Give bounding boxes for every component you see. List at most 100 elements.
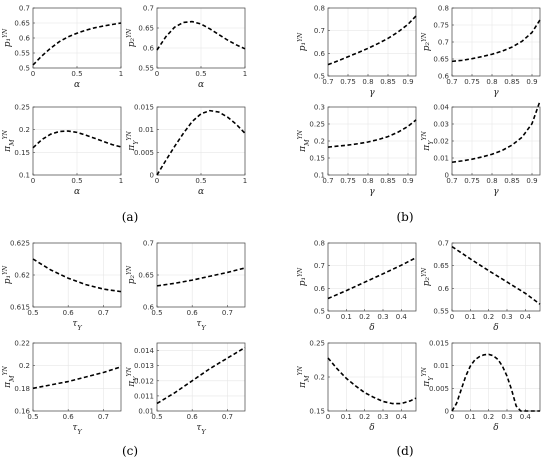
x-axis-label: τY xyxy=(72,423,82,436)
x-tick-label: 0.3 xyxy=(377,313,388,321)
plot-area xyxy=(452,343,540,411)
axes-box xyxy=(327,242,417,312)
y-tick-label: 0.02 xyxy=(433,138,449,146)
y-tick-label: 0 xyxy=(150,172,154,180)
x-tick-label: 0.7 xyxy=(322,78,333,86)
x-axis-label: α xyxy=(198,80,204,90)
x-tick-label: 0.4 xyxy=(520,413,532,421)
y-tick-label: 0.65 xyxy=(14,20,30,28)
y-tick-label: 0.7 xyxy=(438,240,449,248)
y-tick-label: 0.7 xyxy=(314,27,325,35)
series-line xyxy=(327,119,417,148)
x-tick-label: 0.85 xyxy=(380,177,396,185)
y-tick-label: 0.2 xyxy=(19,362,30,370)
x-axis-label: δ xyxy=(369,323,374,333)
x-tick-label: 0.3 xyxy=(501,413,512,421)
series-line xyxy=(156,20,246,51)
x-tick-label: 0.3 xyxy=(501,313,512,321)
y-tick-label: 0.03 xyxy=(433,121,449,129)
y-axis-label: p₂YN xyxy=(421,32,433,51)
x-axis-label: γ xyxy=(493,187,499,197)
x-tick-label: 0 xyxy=(155,177,159,185)
y-tick-label: 0.55 xyxy=(14,50,30,58)
y-axis-label: p₂YN xyxy=(126,265,138,284)
y-tick-label: 0.015 xyxy=(429,340,449,348)
x-axis-label: τY xyxy=(196,319,206,332)
y-tick-label: 0.7 xyxy=(314,262,325,270)
y-tick-label: 0.6 xyxy=(438,285,450,293)
subplot-b2: 0.7 0.75 0.8 0.85 0.9 0.6 0.65 0.7 0.75 0.8 γ p₂YN xyxy=(421,5,541,98)
series-line xyxy=(32,130,122,149)
y-tick-label: 0.01 xyxy=(138,408,154,416)
plot-area xyxy=(452,243,540,311)
y-tick-label: 0.2 xyxy=(19,126,30,134)
y-tick-label: 0.6 xyxy=(314,50,326,58)
subplot-a3: 0 0.5 1 0.1 0.15 0.2 0.25 α πMYN xyxy=(2,104,124,198)
y-tick-label: 0.015 xyxy=(134,104,154,112)
y-tick-label: 0.5 xyxy=(314,73,325,81)
y-tick-label: 0.014 xyxy=(134,347,155,355)
y-tick-label: 0.013 xyxy=(134,362,154,370)
x-tick-label: 0.9 xyxy=(526,78,537,86)
plot-area xyxy=(328,243,416,311)
x-axis-label: α xyxy=(74,80,80,90)
series-line xyxy=(156,267,246,287)
x-tick-label: 0 xyxy=(450,313,454,321)
subplot-a4: 0 0.5 1 0 0.005 0.01 0.015 α πYYN xyxy=(126,104,248,198)
series-line xyxy=(32,22,122,66)
x-tick-label: 0.6 xyxy=(63,309,75,317)
subplot-b1: 0.7 0.75 0.8 0.85 0.9 0.5 0.6 0.7 0.8 γ p₁YN xyxy=(297,5,417,98)
y-tick-label: 0.6 xyxy=(314,285,326,293)
series-line xyxy=(32,258,122,293)
series-line xyxy=(327,257,417,300)
y-axis-label: p₁YN xyxy=(2,265,14,284)
y-tick-label: 0.8 xyxy=(438,5,449,13)
x-tick-label: 0.5 xyxy=(151,413,162,421)
y-tick-label: 0.625 xyxy=(10,240,30,248)
x-tick-label: 0.8 xyxy=(486,177,497,185)
x-tick-label: 0.1 xyxy=(465,413,476,421)
subplot-d2: 0 0.1 0.2 0.3 0.4 0.55 0.6 0.65 0.7 δ p₂YN xyxy=(421,240,541,333)
x-tick-label: 0 xyxy=(326,313,330,321)
y-tick-label: 0.7 xyxy=(19,5,30,13)
x-tick-label: 0.5 xyxy=(195,70,206,78)
x-tick-label: 0.2 xyxy=(359,313,370,321)
y-tick-label: 0.7 xyxy=(143,5,154,13)
y-tick-label: 0.5 xyxy=(19,65,30,73)
x-tick-label: 0.75 xyxy=(340,177,356,185)
y-tick-label: 0.2 xyxy=(314,374,325,382)
y-axis-label: p₂YN xyxy=(126,28,138,47)
y-tick-label: 0.65 xyxy=(138,25,154,33)
x-tick-label: 0.5 xyxy=(27,413,38,421)
y-axis-label: πMYN xyxy=(2,129,17,153)
y-axis-label: πYYN xyxy=(421,367,436,388)
series-line xyxy=(451,100,541,164)
x-tick-label: 0.1 xyxy=(465,313,476,321)
x-axis-label: τY xyxy=(196,423,206,436)
x-tick-label: 0.4 xyxy=(396,313,408,321)
x-tick-label: 1 xyxy=(119,70,123,78)
y-tick-label: 0.01 xyxy=(433,362,449,370)
subplot-c3: 0.5 0.6 0.7 0.16 0.18 0.2 0.22 τY πMYN xyxy=(2,340,122,436)
subplot-d3: 0 0.1 0.2 0.3 0.4 0.15 0.2 0.25 δ πMYN xyxy=(297,340,417,433)
panel-label-b: (b) xyxy=(396,210,413,224)
y-tick-label: 0.15 xyxy=(309,408,325,416)
y-tick-label: 0.1 xyxy=(19,172,30,180)
x-tick-label: 0.85 xyxy=(504,78,520,86)
x-tick-label: 0.4 xyxy=(520,313,532,321)
x-axis-label: δ xyxy=(493,423,498,433)
x-axis-label: α xyxy=(74,187,80,197)
x-tick-label: 0.85 xyxy=(380,78,396,86)
subplot-b4: 0.7 0.75 0.8 0.85 0.9 0 0.01 0.02 0.03 0.04 γ πYYN xyxy=(421,100,541,197)
x-tick-label: 0.7 xyxy=(446,78,457,86)
x-tick-label: 0.5 xyxy=(71,177,82,185)
y-tick-label: 0.15 xyxy=(14,149,30,157)
plot-area xyxy=(33,343,121,411)
y-tick-label: 0.25 xyxy=(309,340,325,348)
x-tick-label: 0.9 xyxy=(402,78,413,86)
x-tick-label: 0.5 xyxy=(27,309,38,317)
axes-box xyxy=(156,342,246,412)
x-tick-label: 0.8 xyxy=(362,78,373,86)
y-tick-label: 0 xyxy=(445,172,449,180)
